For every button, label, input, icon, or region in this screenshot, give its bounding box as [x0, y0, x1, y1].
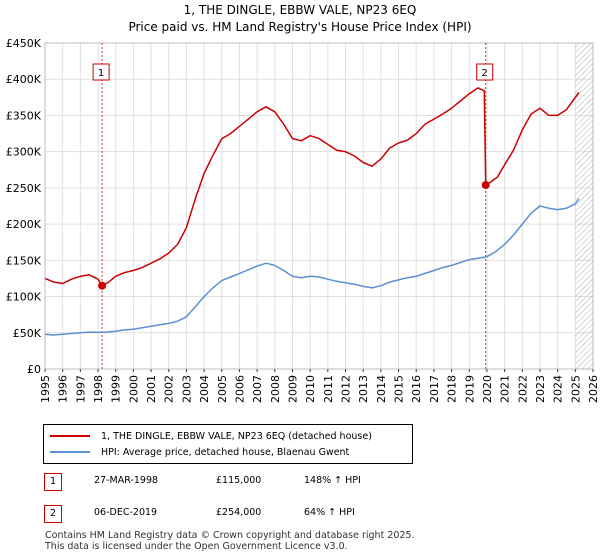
x-tick-label: 2007 — [251, 375, 264, 403]
footer-licence: This data is licensed under the Open Gov… — [45, 541, 348, 552]
chart-subtitle: Price paid vs. HM Land Registry's House … — [128, 20, 472, 34]
y-tick-label: £100K — [6, 291, 42, 304]
y-tick-label: £200K — [6, 218, 42, 231]
legend-swatch-hpi — [50, 451, 90, 453]
x-tick-label: 2010 — [304, 375, 317, 403]
property-price-line — [44, 87, 580, 287]
footer: Contains HM Land Registry data © Crown c… — [45, 530, 415, 552]
y-tick-label: £300K — [6, 146, 42, 159]
x-tick-label: 1996 — [57, 375, 70, 403]
x-tick-label: 2001 — [145, 375, 158, 403]
x-tick-label: 2011 — [322, 375, 335, 403]
x-tick-label: 2023 — [534, 375, 547, 403]
x-tick-label: 2019 — [463, 375, 476, 403]
sale-label-box — [92, 63, 110, 81]
x-tick-label: 1997 — [74, 375, 87, 403]
y-tick-label: £150K — [6, 254, 42, 267]
sale-date: 27-MAR-1998 — [94, 475, 159, 486]
legend: 1, THE DINGLE, EBBW VALE, NP23 6EQ (deta… — [43, 424, 413, 464]
x-tick-label: 2003 — [180, 375, 193, 403]
x-tick-label: 2022 — [516, 375, 529, 403]
footer-copyright: Contains HM Land Registry data © Crown c… — [45, 530, 415, 541]
sale-hpi-change: 64% ↑ HPI — [304, 507, 355, 518]
sale-hpi-change: 148% ↑ HPI — [304, 475, 361, 486]
y-tick-label: £250K — [6, 182, 42, 195]
x-tick-label: 2017 — [428, 375, 441, 403]
x-tick-label: 2012 — [340, 375, 353, 403]
y-tick-label: £0 — [27, 363, 41, 376]
x-tick-label: 2005 — [216, 375, 229, 403]
x-tick-label: 1999 — [110, 375, 123, 403]
y-tick-label: £350K — [6, 109, 42, 122]
sale-price: £254,000 — [216, 507, 262, 518]
forecast-hatch-region — [575, 43, 593, 369]
legend-label-property: 1, THE DINGLE, EBBW VALE, NP23 6EQ (deta… — [101, 430, 372, 442]
plot-frame — [44, 42, 594, 370]
x-tick-label: 2018 — [446, 375, 459, 403]
x-tick-label: 2013 — [357, 375, 370, 403]
chart-title: 1, THE DINGLE, EBBW VALE, NP23 6EQ — [183, 3, 417, 17]
x-tick-label: 2016 — [410, 375, 423, 403]
x-tick-label: 2020 — [481, 375, 494, 403]
sale-marker-badge: 2 — [44, 505, 62, 523]
sale-price: £115,000 — [216, 475, 262, 486]
x-tick-label: 1995 — [39, 375, 52, 403]
x-tick-label: 2000 — [127, 375, 140, 403]
price-chart: £0 £50K £100K £150K £200K £250K £300K £350K £400… — [6, 37, 600, 403]
x-tick-label: 2008 — [269, 375, 282, 403]
hpi-line — [44, 198, 580, 336]
y-tick-label: £50K — [13, 327, 42, 340]
x-tick-label: 2024 — [552, 375, 565, 403]
legend-label-hpi: HPI: Average price, detached house, Blae… — [101, 446, 350, 458]
sale-label-text: 1 — [98, 68, 104, 79]
x-tick-label: 2002 — [163, 375, 176, 403]
y-tick-label: £400K — [6, 73, 42, 86]
x-tick-label: 2004 — [198, 375, 211, 403]
x-tick-label: 2009 — [286, 375, 299, 403]
sale-date: 06-DEC-2019 — [94, 507, 158, 518]
x-tick-label: 2021 — [499, 375, 512, 403]
legend-item-hpi: HPI: Average price, detached house, Blae… — [50, 445, 349, 459]
sale-point — [481, 180, 490, 189]
sale-label-box — [476, 63, 494, 81]
sale-marker-badge: 1 — [44, 473, 62, 491]
plot-background — [45, 43, 593, 369]
legend-item-property: 1, THE DINGLE, EBBW VALE, NP23 6EQ (deta… — [50, 429, 372, 443]
legend-swatch-property — [50, 435, 90, 437]
sale-point — [98, 281, 107, 290]
x-tick-label: 2026 — [587, 375, 600, 403]
x-tick-label: 2006 — [233, 375, 246, 403]
x-tick-label: 2014 — [375, 375, 388, 403]
x-tick-label: 2025 — [569, 375, 582, 403]
x-tick-label: 2015 — [393, 375, 406, 403]
x-tick-label: 1998 — [92, 375, 105, 403]
y-tick-label: £450K — [6, 37, 42, 50]
sale-label-text: 2 — [482, 68, 488, 79]
